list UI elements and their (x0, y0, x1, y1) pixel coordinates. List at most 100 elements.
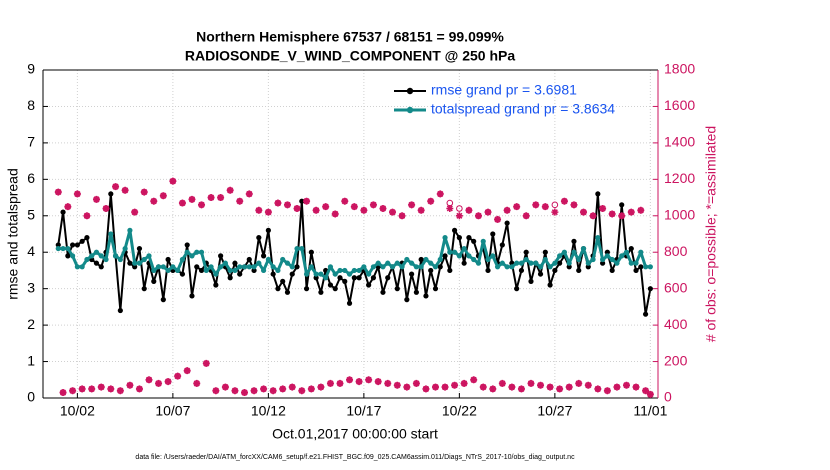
data-point (413, 264, 419, 270)
assimilated-obs-marker (279, 385, 287, 393)
data-point (280, 278, 286, 284)
data-point (213, 282, 219, 288)
data-point (303, 271, 310, 277)
y2-tick-label: 1600 (664, 97, 695, 113)
data-point (232, 260, 238, 266)
data-point (600, 260, 606, 266)
assimilated-obs-marker (379, 204, 387, 212)
data-point (528, 260, 534, 266)
data-point (547, 264, 553, 270)
data-point (299, 198, 305, 204)
assimilated-obs-marker (384, 379, 392, 387)
data-point (112, 253, 119, 259)
data-point (79, 238, 85, 244)
assimilated-obs-marker (408, 201, 416, 209)
data-point (542, 256, 548, 263)
assimilated-obs-marker (570, 201, 578, 209)
data-point (642, 311, 649, 317)
data-point (103, 256, 109, 263)
assimilated-obs-marker (646, 390, 654, 398)
data-point (451, 249, 458, 255)
y2-tick-label: 200 (664, 352, 688, 368)
assimilated-obs-marker (73, 190, 81, 198)
axes-box (42, 69, 658, 399)
assimilated-obs-marker (107, 385, 115, 393)
y-tick-label: 8 (27, 97, 35, 113)
assimilated-obs-marker (446, 204, 454, 212)
assimilated-obs-marker (303, 197, 311, 205)
legend-marker (406, 87, 414, 95)
assimilated-obs-marker (245, 190, 253, 198)
data-point (165, 256, 171, 263)
data-point (237, 271, 243, 277)
data-point (447, 267, 453, 274)
data-point (590, 256, 596, 263)
data-point (647, 264, 653, 270)
data-point (385, 275, 391, 281)
y-tick-label: 2 (27, 316, 35, 332)
data-point (428, 260, 434, 266)
data-point (108, 231, 114, 237)
assimilated-obs-marker (489, 385, 497, 393)
data-point (471, 256, 477, 263)
data-point (533, 260, 539, 266)
x-tick-label: 10/17 (346, 403, 381, 419)
assimilated-obs-marker (451, 381, 459, 389)
assimilated-obs-marker (202, 359, 210, 367)
data-point (566, 260, 572, 266)
data-point (370, 264, 377, 270)
data-point (132, 264, 138, 270)
data-point (256, 235, 262, 241)
data-point (89, 253, 95, 259)
data-point (194, 249, 200, 255)
data-point (265, 256, 271, 263)
assimilated-obs-marker (369, 201, 377, 209)
assimilated-obs-marker (584, 381, 592, 389)
data-point (74, 264, 80, 270)
data-point (146, 253, 152, 259)
assimilated-obs-marker (556, 385, 564, 393)
data-point (499, 242, 505, 248)
data-point (585, 264, 591, 270)
assimilated-obs-marker (642, 387, 650, 395)
assimilated-obs-marker (355, 378, 363, 386)
data-point (413, 289, 419, 295)
assimilated-obs-marker (513, 203, 521, 211)
data-point (251, 267, 257, 274)
assimilated-obs-marker (508, 383, 516, 391)
x-tick-label: 10/27 (537, 403, 572, 419)
assimilated-obs-marker (178, 199, 186, 207)
data-point (418, 264, 424, 270)
data-point (537, 264, 544, 270)
data-point (313, 275, 319, 281)
assimilated-obs-marker (145, 376, 153, 384)
data-point (198, 249, 205, 255)
data-point (552, 260, 558, 266)
data-point (537, 271, 544, 277)
data-point (98, 264, 104, 270)
data-point (442, 235, 448, 241)
assimilated-obs-marker (551, 208, 559, 216)
y2-tick-label: 800 (664, 243, 688, 259)
data-point (70, 242, 76, 248)
data-point (614, 260, 620, 266)
data-point (93, 249, 100, 255)
legend-marker (406, 106, 414, 114)
data-point (332, 271, 338, 277)
assimilated-obs-marker (474, 212, 482, 220)
data-point (270, 264, 276, 270)
data-point (509, 264, 515, 270)
data-point (428, 267, 434, 274)
data-point (604, 249, 610, 255)
assimilated-obs-marker (92, 195, 100, 203)
y-tick-label: 5 (27, 206, 35, 222)
data-point (151, 278, 157, 284)
data-point (356, 275, 362, 281)
y-axis-label: rmse and totalspread (5, 168, 21, 300)
legend-label: totalspread grand pr = 3.8634 (431, 101, 615, 117)
data-point (356, 267, 362, 274)
data-point (308, 264, 314, 270)
assimilated-obs-marker (193, 379, 201, 387)
data-point (270, 271, 276, 277)
x-tick-label: 10/07 (155, 403, 190, 419)
